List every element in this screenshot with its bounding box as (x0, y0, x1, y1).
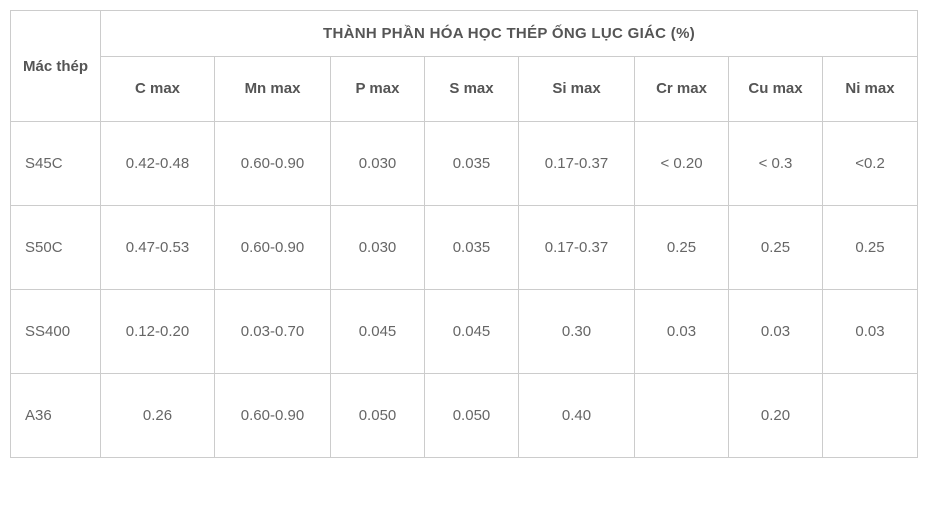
cell-value: 0.40 (562, 407, 591, 424)
row-header-label: Mác thép (23, 58, 88, 75)
grade-label: S50C (25, 239, 63, 256)
cell-value: < 0.3 (759, 155, 793, 172)
value-cell: 0.17-0.37 (519, 206, 635, 290)
value-cell: 0.17-0.37 (519, 122, 635, 206)
col-header-label: Si max (552, 80, 600, 97)
col-header-cu: Cu max (729, 57, 823, 122)
value-cell: 0.40 (519, 374, 635, 458)
col-header-s: S max (425, 57, 519, 122)
table-row: S50C 0.47-0.53 0.60-0.90 0.030 0.035 0.1… (11, 206, 918, 290)
cell-value: 0.26 (143, 407, 172, 424)
cell-value: 0.60-0.90 (241, 239, 304, 256)
value-cell: 0.25 (823, 206, 918, 290)
cell-value: 0.25 (855, 239, 884, 256)
value-cell: 0.60-0.90 (215, 374, 331, 458)
cell-value: 0.03 (667, 323, 696, 340)
cell-value: 0.60-0.90 (241, 155, 304, 172)
value-cell: < 0.3 (729, 122, 823, 206)
value-cell: 0.12-0.20 (101, 290, 215, 374)
value-cell: 0.050 (425, 374, 519, 458)
value-cell: 0.30 (519, 290, 635, 374)
cell-value: 0.25 (667, 239, 696, 256)
table-row: A36 0.26 0.60-0.90 0.050 0.050 0.40 0.20 (11, 374, 918, 458)
value-cell: < 0.20 (635, 122, 729, 206)
value-cell: 0.25 (635, 206, 729, 290)
table-title-cell: THÀNH PHẦN HÓA HỌC THÉP ỐNG LỤC GIÁC (%) (101, 11, 918, 57)
col-header-label: Cu max (748, 80, 802, 97)
table-row: S45C 0.42-0.48 0.60-0.90 0.030 0.035 0.1… (11, 122, 918, 206)
col-header-mn: Mn max (215, 57, 331, 122)
grade-label: A36 (25, 407, 52, 424)
col-header-p: P max (331, 57, 425, 122)
cell-value: 0.030 (359, 239, 397, 256)
row-header: Mác thép (11, 11, 101, 122)
value-cell: 0.035 (425, 206, 519, 290)
value-cell: 0.03 (635, 290, 729, 374)
cell-value: 0.03-0.70 (241, 323, 304, 340)
cell-value: 0.47-0.53 (126, 239, 189, 256)
chemical-composition-table: Mác thép THÀNH PHẦN HÓA HỌC THÉP ỐNG LỤC… (10, 10, 918, 458)
cell-value: 0.030 (359, 155, 397, 172)
col-header-label: P max (356, 80, 400, 97)
value-cell: 0.030 (331, 122, 425, 206)
table-title: THÀNH PHẦN HÓA HỌC THÉP ỐNG LỤC GIÁC (%) (323, 25, 695, 42)
grade-cell: A36 (11, 374, 101, 458)
cell-value: 0.17-0.37 (545, 239, 608, 256)
cell-value: 0.045 (453, 323, 491, 340)
cell-value: 0.60-0.90 (241, 407, 304, 424)
grade-label: S45C (25, 155, 63, 172)
value-cell: 0.03-0.70 (215, 290, 331, 374)
cell-value: 0.035 (453, 239, 491, 256)
col-header-cr: Cr max (635, 57, 729, 122)
value-cell: 0.47-0.53 (101, 206, 215, 290)
grade-label: SS400 (25, 323, 70, 340)
col-header-label: Ni max (845, 80, 894, 97)
grade-cell: S50C (11, 206, 101, 290)
value-cell (635, 374, 729, 458)
col-header-ni: Ni max (823, 57, 918, 122)
value-cell: 0.20 (729, 374, 823, 458)
cell-value: < 0.20 (660, 155, 702, 172)
value-cell: 0.60-0.90 (215, 206, 331, 290)
col-header-label: S max (449, 80, 493, 97)
value-cell: 0.050 (331, 374, 425, 458)
col-header-label: Cr max (656, 80, 707, 97)
value-cell (823, 374, 918, 458)
col-header-si: Si max (519, 57, 635, 122)
value-cell: 0.03 (729, 290, 823, 374)
cell-value: 0.050 (453, 407, 491, 424)
cell-value: 0.035 (453, 155, 491, 172)
cell-value: <0.2 (855, 155, 885, 172)
value-cell: <0.2 (823, 122, 918, 206)
value-cell: 0.035 (425, 122, 519, 206)
grade-cell: S45C (11, 122, 101, 206)
value-cell: 0.030 (331, 206, 425, 290)
cell-value: 0.050 (359, 407, 397, 424)
cell-value: 0.30 (562, 323, 591, 340)
table-row: SS400 0.12-0.20 0.03-0.70 0.045 0.045 0.… (11, 290, 918, 374)
value-cell: 0.045 (331, 290, 425, 374)
cell-value: 0.045 (359, 323, 397, 340)
value-cell: 0.045 (425, 290, 519, 374)
value-cell: 0.60-0.90 (215, 122, 331, 206)
value-cell: 0.03 (823, 290, 918, 374)
cell-value: 0.03 (855, 323, 884, 340)
value-cell: 0.42-0.48 (101, 122, 215, 206)
col-header-label: Mn max (245, 80, 301, 97)
cell-value: 0.12-0.20 (126, 323, 189, 340)
cell-value: 0.42-0.48 (126, 155, 189, 172)
col-header-c: C max (101, 57, 215, 122)
grade-cell: SS400 (11, 290, 101, 374)
cell-value: 0.25 (761, 239, 790, 256)
col-header-label: C max (135, 80, 180, 97)
value-cell: 0.25 (729, 206, 823, 290)
cell-value: 0.17-0.37 (545, 155, 608, 172)
value-cell: 0.26 (101, 374, 215, 458)
cell-value: 0.20 (761, 407, 790, 424)
cell-value: 0.03 (761, 323, 790, 340)
